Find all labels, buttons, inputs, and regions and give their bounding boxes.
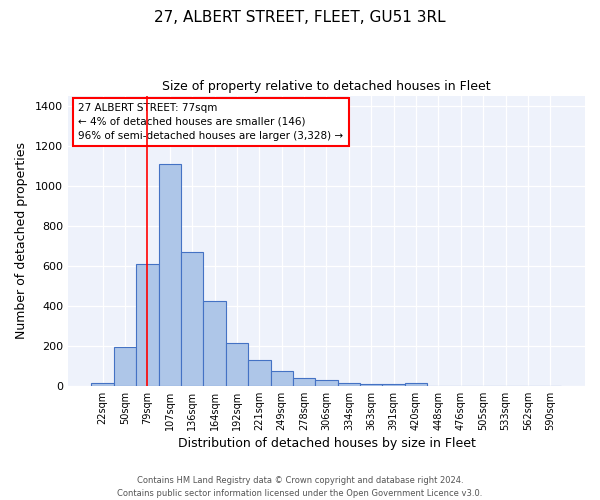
Y-axis label: Number of detached properties: Number of detached properties — [15, 142, 28, 339]
Bar — [181, 252, 203, 386]
Text: 27, ALBERT STREET, FLEET, GU51 3RL: 27, ALBERT STREET, FLEET, GU51 3RL — [154, 10, 446, 25]
Bar — [315, 380, 338, 386]
Text: Contains HM Land Registry data © Crown copyright and database right 2024.
Contai: Contains HM Land Registry data © Crown c… — [118, 476, 482, 498]
Bar — [203, 302, 226, 386]
Bar — [91, 383, 114, 386]
Bar — [226, 343, 248, 386]
Bar — [382, 384, 405, 386]
Bar — [136, 264, 158, 386]
Title: Size of property relative to detached houses in Fleet: Size of property relative to detached ho… — [162, 80, 491, 93]
Bar — [293, 378, 315, 386]
Bar — [338, 383, 360, 386]
X-axis label: Distribution of detached houses by size in Fleet: Distribution of detached houses by size … — [178, 437, 475, 450]
Bar — [248, 360, 271, 386]
Bar — [360, 384, 382, 386]
Bar — [405, 383, 427, 386]
Bar — [114, 347, 136, 386]
Bar — [271, 371, 293, 386]
Bar — [158, 164, 181, 386]
Text: 27 ALBERT STREET: 77sqm
← 4% of detached houses are smaller (146)
96% of semi-de: 27 ALBERT STREET: 77sqm ← 4% of detached… — [78, 103, 343, 141]
